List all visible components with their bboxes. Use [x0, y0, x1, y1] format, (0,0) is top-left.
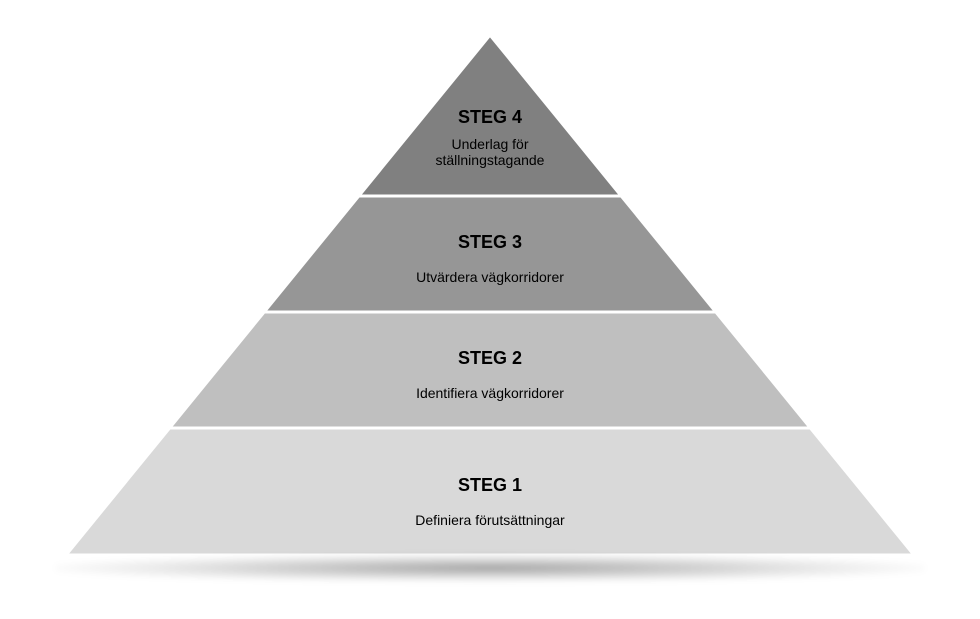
pyramid-level-description: Utvärdera vägkorridorer [290, 269, 690, 285]
pyramid-level-description: Identifiera vägkorridorer [290, 385, 690, 401]
pyramid-diagram: STEG 4Underlag för ställningstagandeSTEG… [0, 0, 980, 619]
pyramid-level-title: STEG 3 [290, 232, 690, 253]
pyramid-level-title: STEG 4 [290, 107, 690, 128]
pyramid-level-text-step3: STEG 3 Utvärdera vägkorridorer [290, 232, 690, 285]
pyramid-level-title: STEG 2 [290, 348, 690, 369]
pyramid-level-description: Definiera förutsättningar [290, 512, 690, 528]
pyramid-level-description: Underlag för ställningstagande [420, 136, 560, 168]
pyramid-level-text-step2: STEG 2 Identifiera vägkorridorer [290, 348, 690, 401]
pyramid-shadow [55, 554, 925, 582]
pyramid-level-title: STEG 1 [290, 475, 690, 496]
pyramid-level-text-step1: STEG 1 Definiera förutsättningar [290, 475, 690, 528]
pyramid-level-text-step4: STEG 4 Underlag för ställningstagande [290, 107, 690, 168]
